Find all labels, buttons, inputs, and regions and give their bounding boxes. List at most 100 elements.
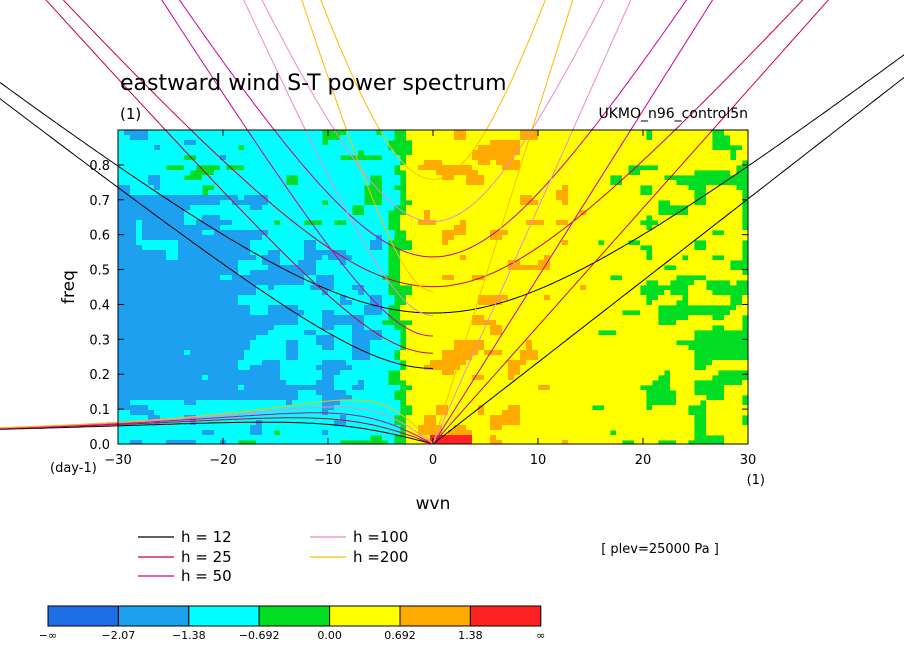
field-cell <box>304 275 311 281</box>
field-cell <box>520 315 527 321</box>
field-cell <box>160 195 167 201</box>
field-cell <box>130 350 137 356</box>
field-cell <box>460 210 467 216</box>
field-cell <box>676 335 683 341</box>
field-cell <box>454 205 461 211</box>
field-cell <box>304 330 311 336</box>
field-cell <box>226 390 233 396</box>
field-cell <box>544 280 551 286</box>
field-cell <box>322 325 329 331</box>
field-cell <box>346 265 353 271</box>
field-cell <box>208 250 215 256</box>
field-cell <box>418 175 425 181</box>
field-cell <box>472 310 479 316</box>
field-cell <box>514 275 521 281</box>
field-cell <box>340 300 347 306</box>
field-cell <box>418 140 425 146</box>
field-cell <box>190 370 197 376</box>
field-cell <box>226 145 233 151</box>
field-cell <box>562 170 569 176</box>
field-cell <box>634 265 641 271</box>
field-cell <box>562 280 569 286</box>
field-cell <box>448 140 455 146</box>
field-cell <box>310 345 317 351</box>
field-cell <box>118 290 125 296</box>
field-cell <box>280 305 287 311</box>
field-cell <box>670 250 677 256</box>
field-cell <box>406 135 413 141</box>
field-cell <box>550 225 557 231</box>
field-cell <box>694 250 701 256</box>
field-cell <box>352 200 359 206</box>
field-cell <box>190 335 197 341</box>
field-cell <box>136 385 143 391</box>
field-cell <box>244 175 251 181</box>
field-cell <box>262 340 269 346</box>
field-cell <box>424 330 431 336</box>
field-cell <box>562 255 569 261</box>
field-cell <box>202 370 209 376</box>
field-cell <box>184 380 191 386</box>
field-cell <box>376 275 383 281</box>
field-cell <box>658 330 665 336</box>
field-cell <box>550 270 557 276</box>
field-cell <box>688 215 695 221</box>
field-cell <box>436 295 443 301</box>
field-cell <box>280 140 287 146</box>
field-cell <box>436 340 443 346</box>
field-cell <box>340 255 347 261</box>
field-cell <box>310 180 317 186</box>
field-cell <box>220 390 227 396</box>
field-cell <box>166 255 173 261</box>
field-cell <box>496 135 503 141</box>
field-cell <box>142 290 149 296</box>
field-cell <box>574 325 581 331</box>
field-cell <box>250 345 257 351</box>
field-cell <box>628 200 635 206</box>
field-cell <box>436 230 443 236</box>
field-cell <box>424 385 431 391</box>
field-cell <box>262 250 269 256</box>
field-cell <box>484 250 491 256</box>
field-cell <box>334 165 341 171</box>
field-cell <box>178 250 185 256</box>
field-cell <box>460 235 467 241</box>
field-cell <box>526 240 533 246</box>
field-cell <box>436 200 443 206</box>
field-cell <box>130 225 137 231</box>
field-cell <box>292 165 299 171</box>
field-cell <box>442 235 449 241</box>
field-cell <box>322 260 329 266</box>
field-cell <box>274 340 281 346</box>
field-cell <box>646 160 653 166</box>
field-cell <box>178 285 185 291</box>
field-cell <box>118 320 125 326</box>
field-cell <box>466 160 473 166</box>
field-cell <box>700 320 707 326</box>
field-cell <box>286 380 293 386</box>
field-cell <box>166 195 173 201</box>
field-cell <box>736 360 743 366</box>
field-cell <box>256 350 263 356</box>
field-cell <box>532 285 539 291</box>
field-cell <box>226 260 233 266</box>
field-cell <box>634 225 641 231</box>
field-cell <box>310 330 317 336</box>
field-cell <box>550 380 557 386</box>
field-cell <box>256 240 263 246</box>
field-cell <box>682 335 689 341</box>
field-cell <box>118 210 125 216</box>
field-cell <box>454 355 461 361</box>
field-cell <box>568 235 575 241</box>
field-cell <box>190 390 197 396</box>
field-cell <box>406 165 413 171</box>
field-cell <box>316 160 323 166</box>
field-cell <box>268 225 275 231</box>
field-cell <box>244 215 251 221</box>
field-cell <box>514 145 521 151</box>
field-cell <box>514 315 521 321</box>
field-cell <box>238 155 245 161</box>
field-cell <box>256 275 263 281</box>
field-cell <box>322 240 329 246</box>
field-cell <box>136 205 143 211</box>
